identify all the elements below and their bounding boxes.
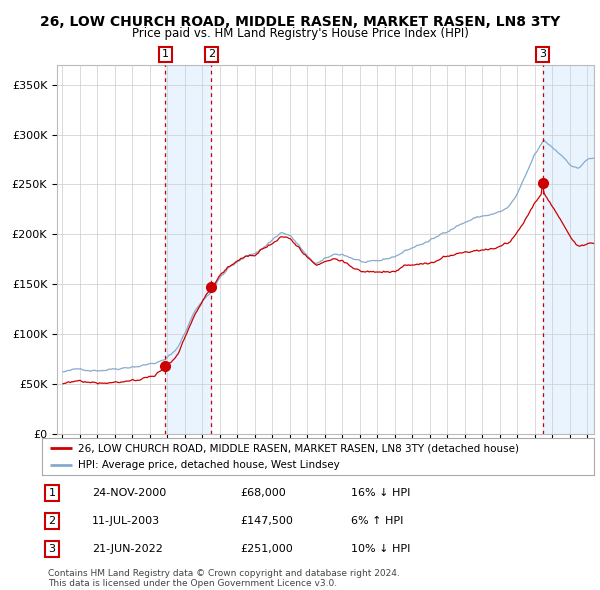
Text: 3: 3 bbox=[49, 544, 55, 554]
Bar bbox=[166, 65, 211, 434]
Text: 16% ↓ HPI: 16% ↓ HPI bbox=[351, 488, 410, 498]
Text: 26, LOW CHURCH ROAD, MIDDLE RASEN, MARKET RASEN, LN8 3TY: 26, LOW CHURCH ROAD, MIDDLE RASEN, MARKE… bbox=[40, 15, 560, 29]
Text: £68,000: £68,000 bbox=[241, 488, 286, 498]
Text: 2: 2 bbox=[208, 50, 215, 60]
Text: 2: 2 bbox=[49, 516, 55, 526]
Text: 6% ↑ HPI: 6% ↑ HPI bbox=[351, 516, 403, 526]
Text: 3: 3 bbox=[539, 50, 546, 60]
Bar bbox=[575, 65, 594, 434]
Text: 24-NOV-2000: 24-NOV-2000 bbox=[92, 488, 166, 498]
Text: 11-JUL-2003: 11-JUL-2003 bbox=[92, 516, 160, 526]
Text: Price paid vs. HM Land Registry's House Price Index (HPI): Price paid vs. HM Land Registry's House … bbox=[131, 27, 469, 40]
Text: 10% ↓ HPI: 10% ↓ HPI bbox=[351, 544, 410, 554]
Text: 1: 1 bbox=[162, 50, 169, 60]
Text: 1: 1 bbox=[49, 488, 55, 498]
Text: HPI: Average price, detached house, West Lindsey: HPI: Average price, detached house, West… bbox=[78, 460, 340, 470]
Text: £147,500: £147,500 bbox=[241, 516, 293, 526]
Bar bbox=[543, 65, 594, 434]
Text: £251,000: £251,000 bbox=[241, 544, 293, 554]
Text: Contains HM Land Registry data © Crown copyright and database right 2024.: Contains HM Land Registry data © Crown c… bbox=[48, 569, 400, 578]
Text: This data is licensed under the Open Government Licence v3.0.: This data is licensed under the Open Gov… bbox=[48, 579, 337, 588]
Text: 26, LOW CHURCH ROAD, MIDDLE RASEN, MARKET RASEN, LN8 3TY (detached house): 26, LOW CHURCH ROAD, MIDDLE RASEN, MARKE… bbox=[78, 443, 519, 453]
Text: 21-JUN-2022: 21-JUN-2022 bbox=[92, 544, 163, 554]
